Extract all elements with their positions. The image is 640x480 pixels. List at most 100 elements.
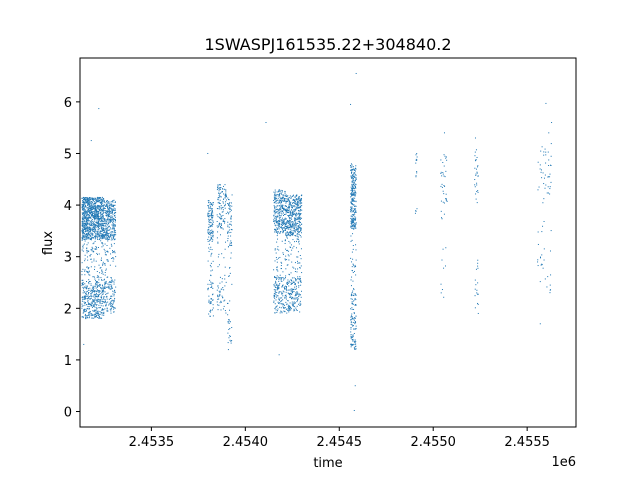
data-point	[210, 233, 212, 235]
data-point	[112, 204, 114, 206]
data-point	[354, 193, 356, 195]
data-point	[218, 197, 220, 199]
data-point	[284, 278, 286, 280]
data-point	[92, 208, 94, 210]
data-point	[299, 228, 301, 230]
data-point	[285, 195, 287, 197]
data-point	[218, 304, 220, 306]
data-point	[86, 201, 88, 203]
data-point	[112, 287, 114, 289]
data-point	[107, 206, 109, 208]
data-point	[540, 256, 541, 258]
data-point	[85, 291, 87, 293]
data-point	[299, 262, 301, 264]
data-point	[112, 209, 114, 211]
data-point	[354, 223, 356, 225]
data-point	[113, 281, 115, 283]
data-point	[110, 220, 112, 222]
data-point	[299, 302, 301, 304]
data-point	[89, 296, 91, 298]
data-point	[89, 289, 91, 291]
data-point	[279, 200, 281, 202]
data-point	[297, 282, 299, 284]
data-point	[114, 230, 116, 232]
data-point	[216, 301, 218, 303]
data-point	[295, 208, 297, 210]
data-point	[290, 232, 292, 234]
data-point	[353, 212, 355, 214]
data-point	[95, 206, 97, 208]
data-point	[285, 296, 287, 298]
data-point	[96, 311, 98, 313]
data-point	[228, 275, 230, 277]
data-point	[290, 212, 292, 214]
data-point	[281, 198, 283, 200]
data-point	[112, 236, 114, 238]
data-point	[101, 199, 103, 201]
data-point	[228, 204, 230, 206]
data-point	[227, 203, 229, 205]
data-point	[109, 215, 111, 217]
data-point	[444, 176, 446, 178]
data-point	[353, 222, 355, 224]
data-point	[108, 201, 110, 203]
data-point	[294, 284, 296, 286]
data-point	[543, 151, 545, 153]
data-point	[86, 266, 88, 268]
data-point	[91, 246, 93, 248]
data-point	[85, 212, 87, 214]
data-point	[113, 227, 115, 229]
data-point	[92, 216, 94, 218]
data-point	[111, 245, 113, 247]
data-point	[291, 289, 293, 291]
data-point	[545, 184, 547, 186]
data-point	[284, 295, 286, 296]
data-point	[218, 295, 220, 297]
data-point	[104, 207, 105, 209]
data-point	[209, 230, 211, 232]
data-point	[295, 279, 297, 281]
data-point	[217, 187, 219, 189]
data-point	[290, 217, 292, 219]
data-point	[353, 308, 355, 310]
data-point	[289, 197, 291, 199]
data-point	[94, 224, 96, 226]
data-point	[101, 219, 103, 221]
data-point	[352, 263, 354, 265]
data-point	[109, 284, 111, 286]
data-point	[87, 236, 89, 238]
data-point	[351, 164, 353, 166]
data-point	[101, 270, 103, 272]
data-point	[294, 283, 296, 285]
data-point	[212, 293, 214, 295]
data-point	[97, 221, 99, 223]
data-point	[298, 204, 300, 206]
data-point	[297, 202, 299, 204]
data-point	[97, 200, 99, 202]
data-point	[281, 297, 283, 299]
data-point	[106, 211, 108, 213]
data-point	[216, 225, 218, 227]
data-point	[210, 202, 212, 204]
data-point	[281, 199, 283, 201]
data-point	[108, 287, 110, 289]
data-point	[105, 301, 107, 303]
data-point	[210, 266, 212, 268]
data-point	[300, 294, 302, 296]
data-point	[273, 205, 275, 207]
data-point	[273, 197, 275, 199]
data-point	[549, 186, 551, 188]
data-point	[94, 315, 96, 317]
data-point	[227, 349, 229, 351]
data-point	[474, 151, 476, 153]
data-point	[89, 212, 91, 214]
data-point	[280, 208, 282, 210]
data-point	[231, 229, 233, 231]
data-point	[285, 195, 287, 197]
data-point	[475, 168, 477, 170]
data-point	[297, 233, 299, 235]
data-point	[351, 200, 353, 202]
data-point	[228, 232, 230, 234]
data-point	[209, 226, 211, 228]
data-point	[299, 280, 301, 282]
